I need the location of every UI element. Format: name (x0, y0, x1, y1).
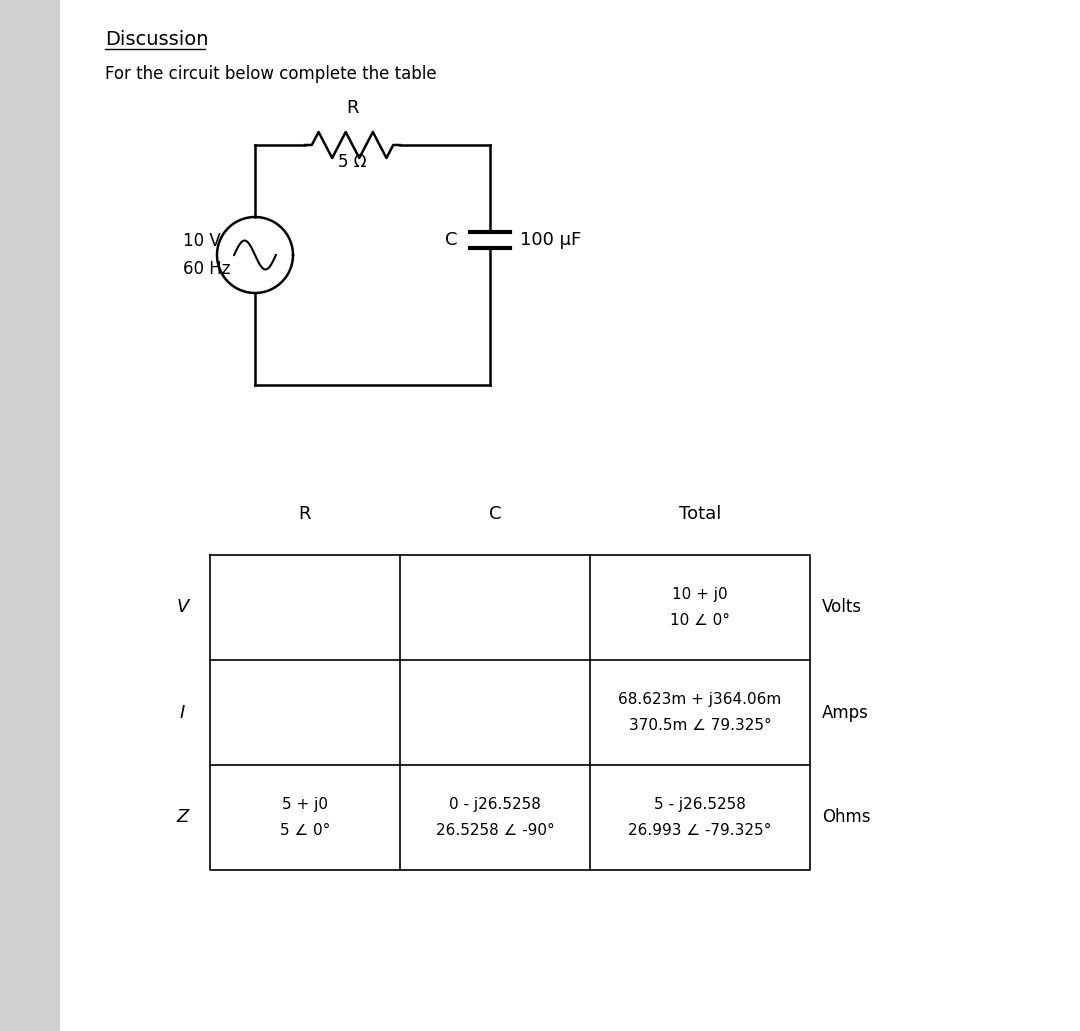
Text: R: R (299, 505, 311, 523)
Text: V: V (176, 599, 189, 617)
Text: C: C (446, 231, 458, 250)
Text: 0 - j26.5258: 0 - j26.5258 (449, 797, 541, 812)
Bar (0, 0, 60, 1031)
Text: 10 ∠ 0°: 10 ∠ 0° (670, 613, 730, 628)
Text: Volts: Volts (822, 599, 862, 617)
Text: 5 Ω: 5 Ω (338, 153, 367, 171)
Text: For the circuit below complete the table: For the circuit below complete the table (105, 65, 436, 84)
Text: 68.623m + j364.06m: 68.623m + j364.06m (619, 692, 782, 707)
Text: 60 Hz: 60 Hz (183, 260, 230, 278)
Text: 26.993 ∠ -79.325°: 26.993 ∠ -79.325° (629, 823, 772, 838)
Text: Ohms: Ohms (822, 808, 870, 827)
Text: 26.5258 ∠ -90°: 26.5258 ∠ -90° (435, 823, 554, 838)
Text: 10 V: 10 V (183, 232, 220, 250)
Text: 370.5m ∠ 79.325°: 370.5m ∠ 79.325° (629, 718, 771, 733)
Text: Discussion: Discussion (105, 30, 208, 49)
Text: Amps: Amps (822, 703, 869, 722)
Text: 5 + j0: 5 + j0 (282, 797, 328, 812)
Text: Total: Total (679, 505, 721, 523)
Text: 10 + j0: 10 + j0 (672, 587, 728, 602)
Text: 5 ∠ 0°: 5 ∠ 0° (280, 823, 330, 838)
Text: Z: Z (176, 808, 189, 827)
Text: I: I (180, 703, 185, 722)
Text: 100 μF: 100 μF (519, 231, 581, 250)
Text: 5 - j26.5258: 5 - j26.5258 (654, 797, 746, 812)
Text: C: C (489, 505, 501, 523)
Text: R: R (347, 99, 359, 117)
